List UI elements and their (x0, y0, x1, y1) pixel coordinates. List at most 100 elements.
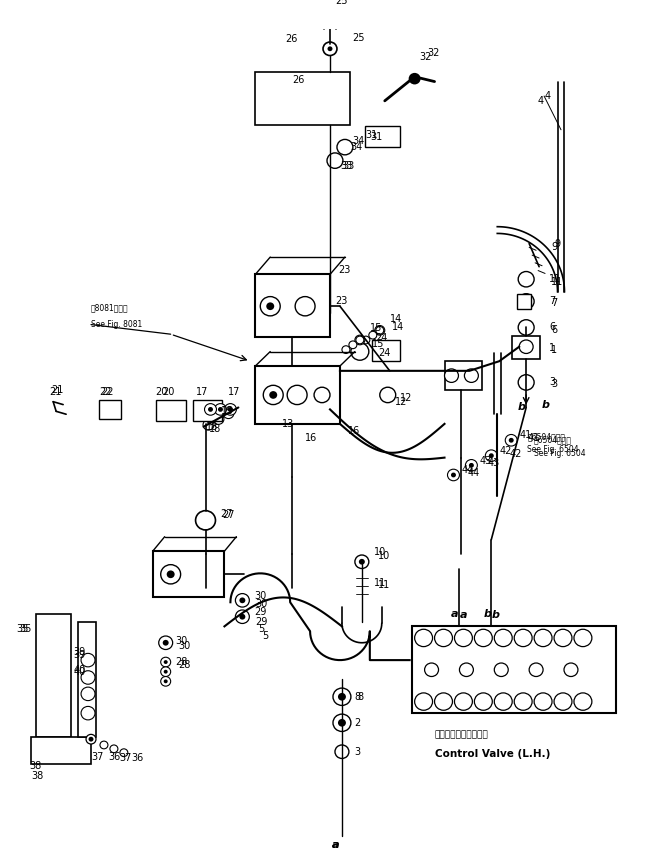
Text: 8: 8 (354, 692, 360, 702)
Text: 37: 37 (91, 752, 104, 761)
Text: 25: 25 (335, 0, 348, 5)
Text: 28: 28 (176, 657, 188, 667)
Bar (78, 621, 96, 737)
Circle shape (161, 565, 180, 584)
Text: 19: 19 (220, 406, 233, 416)
Circle shape (164, 660, 168, 664)
Text: 11: 11 (374, 578, 386, 588)
Text: 32: 32 (420, 53, 432, 62)
Circle shape (218, 407, 223, 412)
Text: 11: 11 (551, 277, 564, 287)
Circle shape (534, 629, 552, 646)
Circle shape (236, 610, 249, 624)
Text: 12: 12 (395, 397, 407, 407)
Text: 43: 43 (480, 455, 491, 466)
Circle shape (161, 677, 171, 686)
Circle shape (330, 156, 340, 165)
Circle shape (195, 511, 215, 530)
Text: 35: 35 (16, 625, 29, 634)
Circle shape (469, 463, 474, 467)
Circle shape (335, 745, 349, 759)
Circle shape (287, 385, 307, 404)
Circle shape (514, 629, 532, 646)
Circle shape (224, 403, 236, 416)
Circle shape (494, 629, 512, 646)
Circle shape (434, 693, 453, 710)
Circle shape (338, 719, 346, 727)
Circle shape (81, 687, 95, 701)
Circle shape (494, 693, 512, 710)
Text: コントロールバルブ左: コントロールバルブ左 (434, 730, 488, 739)
Text: 7: 7 (551, 298, 558, 308)
Text: b: b (483, 609, 491, 619)
Circle shape (164, 679, 168, 683)
Circle shape (120, 749, 128, 757)
Text: 30: 30 (178, 640, 191, 651)
Circle shape (84, 709, 92, 717)
Circle shape (269, 391, 277, 399)
Text: 39: 39 (73, 647, 85, 658)
Text: 30: 30 (255, 590, 266, 600)
Circle shape (489, 454, 494, 458)
Circle shape (518, 375, 534, 391)
Circle shape (554, 629, 572, 646)
Text: 26: 26 (285, 35, 298, 44)
Text: 17: 17 (228, 387, 241, 397)
Text: 28: 28 (178, 660, 191, 670)
Text: 15: 15 (372, 339, 384, 349)
Text: 38: 38 (30, 761, 41, 772)
Circle shape (208, 407, 213, 412)
Text: 11: 11 (549, 274, 562, 284)
Text: 3: 3 (551, 379, 557, 390)
Bar (255, 366, 340, 424)
Circle shape (521, 275, 531, 284)
Bar (372, 340, 400, 361)
Bar (193, 400, 222, 421)
Circle shape (362, 336, 370, 344)
Circle shape (203, 420, 214, 430)
Text: 19: 19 (222, 406, 235, 416)
Circle shape (465, 460, 478, 471)
Text: 40: 40 (73, 664, 85, 675)
Circle shape (464, 369, 478, 383)
Text: 17: 17 (195, 387, 208, 397)
Circle shape (333, 715, 351, 732)
Text: 41: 41 (519, 430, 531, 441)
Circle shape (81, 670, 95, 684)
Text: 20: 20 (163, 387, 175, 397)
Bar (517, 294, 531, 309)
Circle shape (455, 693, 472, 710)
Text: 12: 12 (400, 393, 412, 403)
Text: 22: 22 (99, 387, 112, 397)
Circle shape (333, 688, 351, 705)
Text: 6: 6 (551, 326, 557, 335)
Text: 13: 13 (282, 419, 295, 429)
Text: 44: 44 (468, 468, 480, 478)
Circle shape (167, 570, 174, 578)
Text: 34: 34 (352, 137, 364, 146)
Circle shape (239, 613, 245, 619)
Text: 27: 27 (220, 509, 233, 518)
Text: 1: 1 (549, 343, 555, 353)
Text: 21: 21 (51, 385, 64, 395)
Circle shape (445, 369, 459, 383)
Circle shape (509, 438, 514, 442)
Circle shape (81, 707, 95, 720)
Circle shape (369, 331, 377, 339)
Circle shape (359, 559, 365, 565)
Circle shape (327, 153, 343, 168)
Circle shape (424, 663, 438, 677)
Text: 14: 14 (390, 314, 402, 324)
Circle shape (455, 629, 472, 646)
Circle shape (518, 320, 534, 335)
Circle shape (447, 469, 459, 480)
Circle shape (164, 670, 168, 674)
Circle shape (228, 407, 233, 412)
Circle shape (514, 693, 532, 710)
Circle shape (337, 139, 353, 155)
Text: 30: 30 (176, 636, 188, 645)
Bar (153, 551, 224, 597)
Text: 8: 8 (358, 692, 364, 702)
Text: 5: 5 (258, 625, 264, 634)
Circle shape (518, 294, 534, 309)
